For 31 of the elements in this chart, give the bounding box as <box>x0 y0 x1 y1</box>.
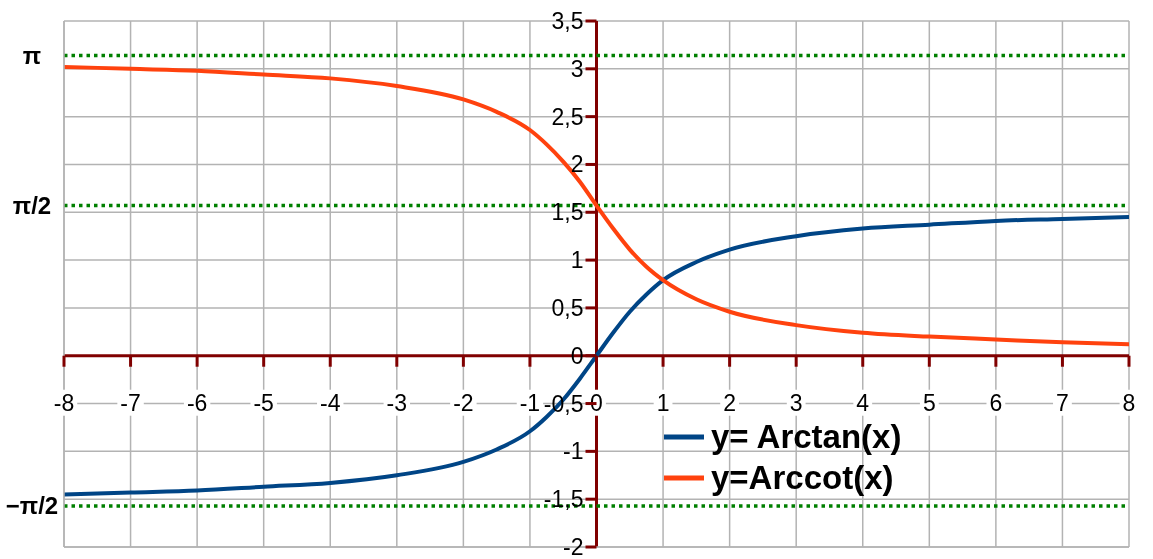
ref-line-label: π <box>22 41 42 69</box>
ref-line-label: π/2 <box>12 192 52 220</box>
x-tick-label: 7 <box>1056 389 1069 416</box>
y-tick-label: 2,5 <box>551 103 584 130</box>
y-tick-label: 3,5 <box>551 8 584 34</box>
ref-line-label: −π/2 <box>5 492 59 520</box>
x-tick-label: -4 <box>320 389 341 416</box>
y-tick-label: 2 <box>570 151 584 178</box>
x-tick-label: 6 <box>989 389 1003 416</box>
legend-label: y=Arccot(x) <box>711 458 894 497</box>
y-tick-label: 0,5 <box>551 294 584 321</box>
x-tick-label: -3 <box>386 389 408 416</box>
y-tick-label: 1,5 <box>551 199 584 226</box>
x-tick-label: -1 <box>519 389 541 416</box>
y-tick-label: 3 <box>570 55 584 82</box>
x-tick-label: 5 <box>922 389 936 416</box>
x-tick-label: 4 <box>856 389 870 416</box>
x-tick-label: 8 <box>1122 389 1136 416</box>
x-tick-label: -6 <box>186 389 208 416</box>
x-tick-label: -8 <box>53 389 75 416</box>
y-tick-label: -2 <box>563 534 584 559</box>
x-tick-label: 3 <box>789 389 803 416</box>
x-tick-label: 1 <box>656 389 670 416</box>
x-tick-label: -2 <box>453 389 474 416</box>
y-tick-label: -1 <box>563 438 584 465</box>
x-tick-label: -7 <box>120 389 141 416</box>
x-tick-label: 2 <box>723 389 737 416</box>
y-tick-label: 1 <box>570 247 584 274</box>
x-tick-label: -5 <box>253 389 274 416</box>
legend-label: y= Arctan(x) <box>711 417 902 456</box>
y-tick-label: -1,5 <box>543 486 584 513</box>
